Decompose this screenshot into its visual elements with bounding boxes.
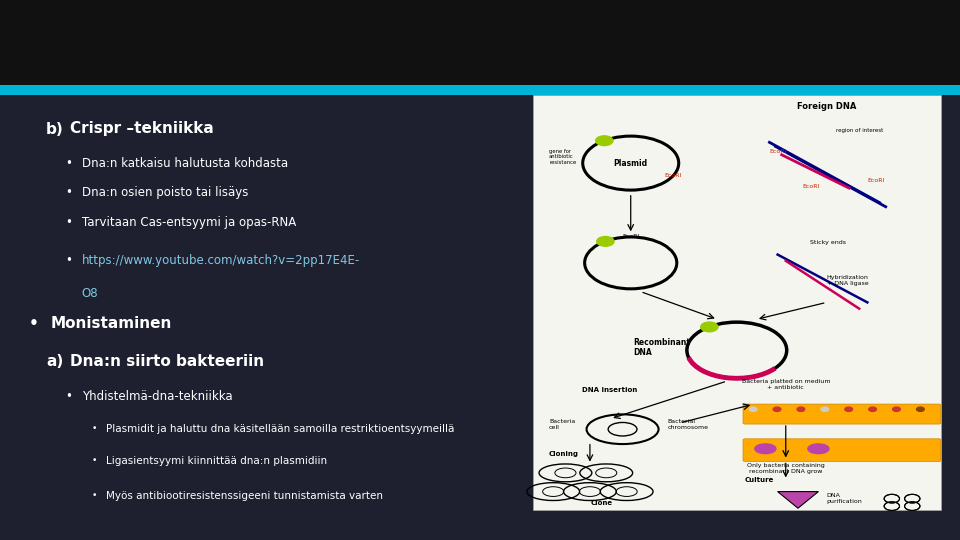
- Ellipse shape: [808, 444, 829, 454]
- Bar: [0, 0, 960, 85]
- Text: Plasmid: Plasmid: [613, 159, 648, 167]
- Text: a): a): [46, 354, 63, 369]
- Text: •: •: [91, 491, 97, 501]
- Text: Only bacteria containing
recombinant DNA grow: Only bacteria containing recombinant DNA…: [747, 463, 825, 474]
- Text: •: •: [91, 456, 97, 465]
- Circle shape: [845, 407, 852, 411]
- Circle shape: [821, 407, 828, 411]
- Polygon shape: [778, 491, 818, 508]
- Circle shape: [773, 407, 780, 411]
- Text: Dna:n siirto bakteeriin: Dna:n siirto bakteeriin: [70, 354, 264, 369]
- Bar: [533, 94, 941, 510]
- Circle shape: [701, 322, 718, 332]
- Text: Tarvitaan Cas-entsyymi ja opas-RNA: Tarvitaan Cas-entsyymi ja opas-RNA: [82, 216, 296, 229]
- Text: Dna:n osien poisto tai lisäys: Dna:n osien poisto tai lisäys: [82, 186, 248, 199]
- Text: •: •: [65, 216, 72, 229]
- Text: Bacteria platted on medium
+ antibiotic: Bacteria platted on medium + antibiotic: [741, 379, 830, 390]
- Text: •: •: [65, 157, 72, 170]
- Text: DNA insertion: DNA insertion: [582, 387, 637, 393]
- Circle shape: [869, 407, 876, 411]
- Text: Plasmidit ja haluttu dna käsitellään samoilla restriktioentsyymeillä: Plasmidit ja haluttu dna käsitellään sam…: [106, 424, 454, 434]
- Text: Foreign DNA: Foreign DNA: [797, 102, 856, 111]
- Text: •: •: [65, 186, 72, 199]
- Text: Cloning: Cloning: [549, 451, 579, 457]
- Text: EcoRI: EcoRI: [803, 184, 820, 189]
- Text: Culture: Culture: [745, 477, 775, 483]
- Text: Monistaminen: Monistaminen: [51, 316, 172, 331]
- Bar: [0, 85, 960, 94]
- Text: https://www.youtube.com/watch?v=2pp17E4E-: https://www.youtube.com/watch?v=2pp17E4E…: [82, 254, 360, 267]
- Text: Bacterial
chromosome: Bacterial chromosome: [667, 419, 708, 430]
- Circle shape: [893, 407, 900, 411]
- Text: •: •: [65, 254, 72, 267]
- Text: Ligasientsyymi kiinnittää dna:n plasmidiin: Ligasientsyymi kiinnittää dna:n plasmidi…: [106, 456, 326, 467]
- Text: Recombinant
DNA: Recombinant DNA: [633, 338, 690, 357]
- Text: Clone: Clone: [591, 501, 613, 507]
- Text: Dna:n katkaisu halutusta kohdasta: Dna:n katkaisu halutusta kohdasta: [82, 157, 288, 170]
- Text: •: •: [29, 316, 38, 331]
- Text: gene for
antibiotic
resistance: gene for antibiotic resistance: [549, 148, 576, 165]
- Text: region of interest: region of interest: [835, 128, 883, 133]
- Text: Yhdistelmä-dna-tekniikka: Yhdistelmä-dna-tekniikka: [82, 390, 232, 403]
- Text: O8: O8: [82, 287, 98, 300]
- Circle shape: [797, 407, 804, 411]
- Text: Myös antibiootiresistenssigeeni tunnistamista varten: Myös antibiootiresistenssigeeni tunnista…: [106, 491, 383, 502]
- FancyBboxPatch shape: [743, 404, 941, 424]
- Text: •: •: [65, 390, 72, 403]
- Text: EcoRI: EcoRI: [769, 148, 787, 154]
- Text: EcoRI: EcoRI: [868, 178, 885, 183]
- Text: Hybridization
+ DNA ligase: Hybridization + DNA ligase: [827, 275, 869, 286]
- Bar: [0, 94, 960, 540]
- FancyBboxPatch shape: [743, 439, 941, 462]
- Text: Sticky ends: Sticky ends: [810, 240, 847, 245]
- Text: Crispr –tekniikka: Crispr –tekniikka: [70, 122, 214, 137]
- Text: EcoRI: EcoRI: [664, 173, 682, 178]
- Circle shape: [917, 407, 924, 411]
- Text: b): b): [46, 122, 63, 137]
- Text: •: •: [91, 424, 97, 433]
- Circle shape: [750, 407, 757, 411]
- Text: Bacteria
cell: Bacteria cell: [549, 419, 575, 430]
- Circle shape: [597, 237, 614, 246]
- Ellipse shape: [755, 444, 776, 454]
- Text: EcoRI: EcoRI: [622, 233, 639, 239]
- Text: DNA
purification: DNA purification: [827, 493, 862, 504]
- Circle shape: [595, 136, 613, 146]
